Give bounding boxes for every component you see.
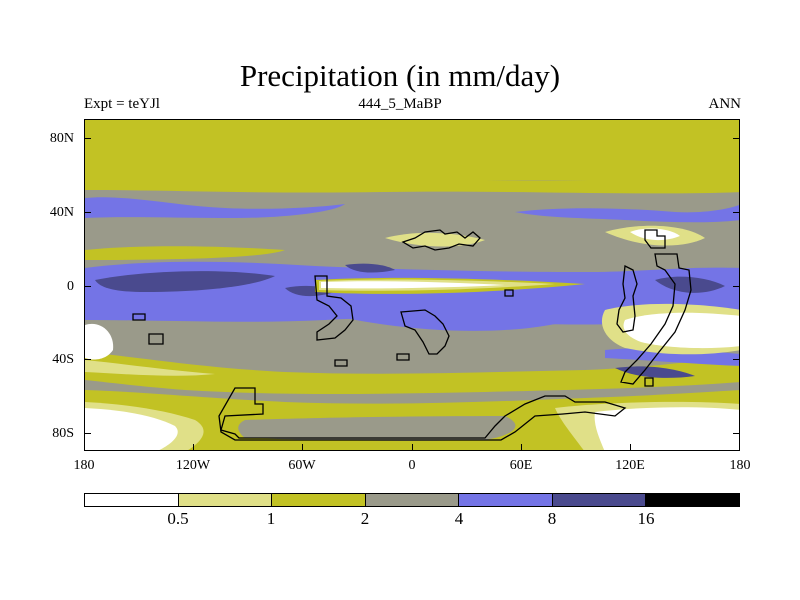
precipitation-map [84,119,740,451]
field-antarctic-white-east [594,407,739,450]
y-label-80N: 80N [49,131,74,146]
coast-island-2 [148,333,164,345]
field-sw-pacific-dry [85,323,114,360]
field-south-subtropics [85,352,739,394]
ytick-right-0 [733,286,740,287]
y-label-40S: 40S [52,352,74,367]
coast-antarctica [218,387,627,441]
x-label-60E: 60E [509,458,533,473]
ytick-40N [84,212,91,213]
x-label-180w: 180 [73,458,95,473]
ytick-80S [84,433,91,434]
field-north-band [85,120,739,180]
ytick-0 [84,286,91,287]
colorbar-box-1 [178,494,273,506]
experiment-label: Expt = teYJl [84,96,160,112]
colorbar-box-3 [365,494,460,506]
field-pacific-storm-track [515,204,739,223]
coast-island [132,313,146,321]
field-north-transition [85,175,739,194]
x-label-120E: 120E [615,458,645,473]
field-asia-dry [385,232,485,247]
coast-south-africa-small [396,353,410,361]
coast-australia [616,265,638,333]
colorbar-box-2 [272,494,366,506]
xtick-60W [302,444,303,451]
y-label-40N: 40N [49,205,74,220]
xtick-60E [521,444,522,451]
field-south-indian-blue [345,316,555,331]
colorbar-box-6 [646,494,740,506]
xtick-120E [630,444,631,451]
ytick-right-80S [733,433,740,434]
ytick-right-40S [733,359,740,360]
coast-pacific-island [620,253,692,385]
coast-small-square [504,289,514,297]
colorbar [84,493,740,507]
field-atlantic-tongue-inner [321,281,505,289]
field-tropical-core [95,271,275,292]
ytick-40S [84,359,91,360]
colorbar-label-1: 1 [266,509,276,528]
colorbar-label-4: 4 [454,509,464,528]
x-label-120W: 120W [175,458,211,473]
plot-title: Precipitation (in mm/day) [239,58,561,93]
coast-north-extra [644,229,666,249]
x-label-60W: 60W [288,458,316,473]
colorbar-box-4 [459,494,553,506]
field-antarctic-grey [238,416,516,441]
colorbar-box-0 [85,494,179,506]
coast-south-america [314,275,354,341]
colorbar-label-8: 8 [547,509,557,528]
coastlines [132,229,692,441]
y-label-80S: 80S [52,426,74,441]
field-southern-storm-track-core [615,366,695,378]
coast-sa-small [334,359,348,367]
colorbar-label-0-5: 0.5 [167,509,189,528]
x-label-0: 0 [408,458,416,473]
x-label-180e: 180 [729,458,751,473]
ytick-right-40N [733,212,740,213]
season-label: ANN [708,96,742,112]
field-east-asia-white [630,228,680,241]
field-tropic-yellow-north [85,246,285,260]
coast-south-small [644,377,654,387]
field-north-storm-track [85,197,345,218]
colorbar-label-16: 16 [637,509,655,528]
colorbar-label-2: 2 [360,509,370,528]
field-antarctic-white-west [85,408,178,450]
field-se-dry-white [623,312,739,349]
ytick-right-80N [733,138,740,139]
y-label-0: 0 [67,279,74,294]
field-south-subtropics-light [85,360,215,376]
xtick-120W [193,444,194,451]
ytick-80N [84,138,91,139]
field-tropical-core-3 [345,263,395,273]
period-label: 444_5_MaBP [358,96,442,112]
coast-northern-land [401,229,481,251]
xtick-0 [412,444,413,451]
colorbar-box-5 [552,494,647,506]
coast-africa [400,309,450,355]
